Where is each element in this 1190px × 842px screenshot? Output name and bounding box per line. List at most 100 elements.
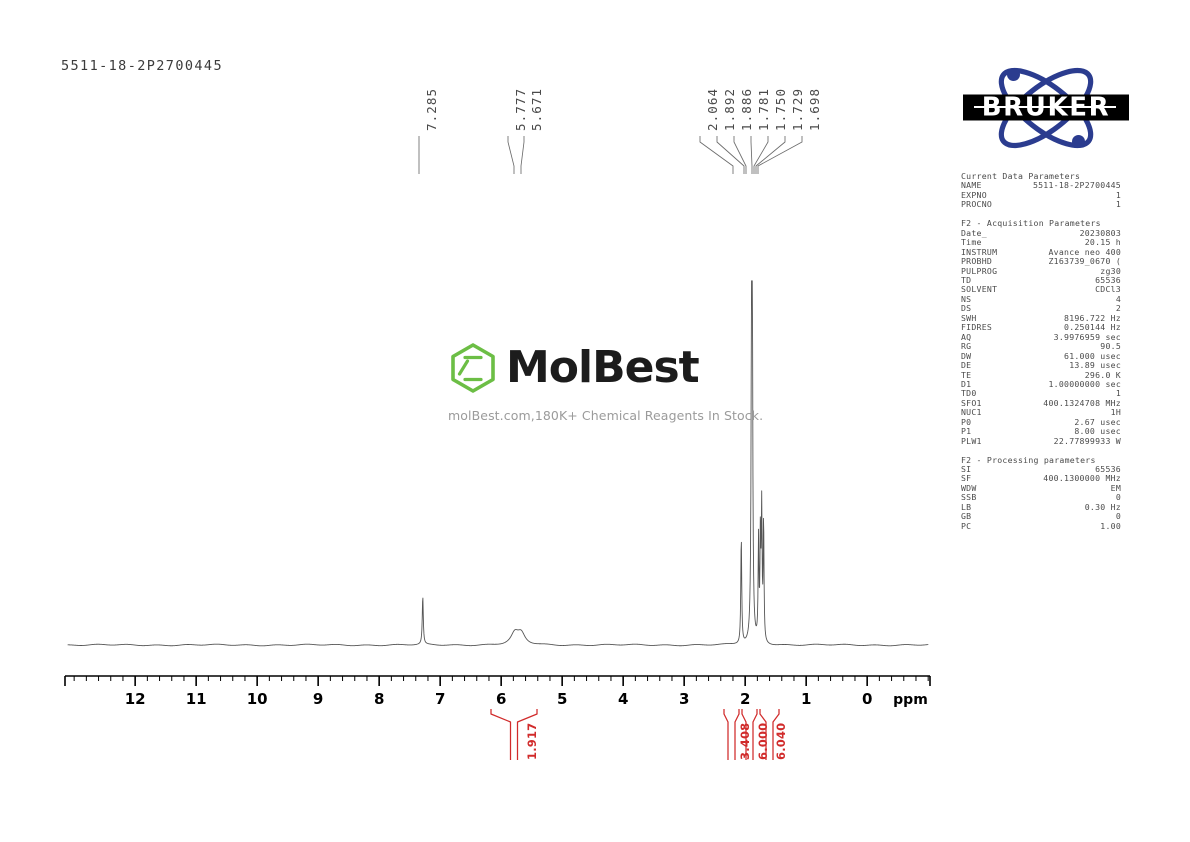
param-key: FIDRES (961, 322, 993, 333)
param-row-pulprog: PULPROG zg30 (961, 265, 1121, 276)
param-row-td0: TD0 1 (961, 388, 1121, 398)
param-key: PC (961, 520, 972, 531)
molbest-wordmark: MolBest (446, 341, 746, 395)
param-row-de: DE 13.89 usec (961, 360, 1121, 371)
param-value: zg30 (1100, 265, 1121, 276)
param-key: PLW1 (961, 435, 982, 446)
param-row-swh: SWH 8196.722 Hz (961, 312, 1121, 323)
param-value: 20.15 h (1084, 237, 1121, 248)
param-row-instrum: INSTRUM Avance neo 400 (961, 246, 1121, 257)
param-row-pc: PC 1.00 (961, 520, 1121, 531)
param-value: 1.00000000 sec (1048, 378, 1121, 389)
param-key: PROBHD (961, 256, 993, 267)
param-row-si: SI 65536 (961, 464, 1121, 475)
integral-label-6.040: 6.040 (773, 722, 788, 760)
param-value: 1 (1115, 189, 1121, 200)
param-value: 1 (1115, 199, 1121, 210)
axis-tick-label-1: 1 (800, 690, 812, 708)
axis-tick-label-0: 0 (861, 690, 873, 708)
param-key: WDW (961, 482, 977, 493)
param-value: 61.000 usec (1064, 350, 1121, 361)
param-row-date: Date_ 20230803 (961, 227, 1121, 238)
param-key: GB (961, 511, 972, 522)
param-row-sf: SF 400.1300000 MHz (961, 473, 1121, 484)
param-value: Z163739_0670 ( (1048, 256, 1121, 267)
bruker-orbit-dot-top (1007, 68, 1020, 81)
param-value: 20230803 (1079, 227, 1121, 238)
param-key: SFO1 (961, 397, 982, 408)
param-row-expno: EXPNO 1 (961, 189, 1121, 200)
param-value: 0 (1115, 511, 1121, 522)
param-row-name: NAME 5511-18-2P2700445 (961, 180, 1121, 191)
param-row-fidres: FIDRES 0.250144 Hz (961, 322, 1121, 333)
param-value: 2.67 usec (1074, 416, 1121, 427)
molbest-brand-text: MolBest (506, 342, 700, 393)
param-row-solvent: SOLVENT CDCl3 (961, 284, 1121, 295)
param-row-plw1: PLW1 22.77899933 W (961, 435, 1121, 446)
acquisition-parameters-block: Current Data Parameters NAME 5511-18-2P270… (961, 171, 1121, 531)
param-key: Time (961, 237, 982, 248)
param-row-te: TE 296.0 K (961, 370, 1121, 380)
param-value: 400.1300000 MHz (1043, 473, 1121, 484)
param-value: Avance neo 400 (1048, 246, 1121, 257)
param-key: NS (961, 293, 972, 304)
param-row-procno: PROCNO 1 (961, 199, 1121, 210)
param-key: Date_ (961, 227, 987, 238)
param-value: 4 (1115, 293, 1121, 304)
axis-tick-label-2: 2 (739, 690, 751, 708)
param-key: PULPROG (961, 265, 998, 276)
spectrum-title: 5511-18-2P2700445 (61, 58, 223, 74)
param-row-rg: RG 90.5 (961, 341, 1121, 352)
integral-label-3.408: 3.408 (737, 722, 752, 760)
param-section-title-current-data: Current Data Parameters (961, 171, 1081, 181)
param-value: 1H (1110, 407, 1121, 418)
param-value: 90.5 (1100, 341, 1121, 352)
axis-tick-label-10: 10 (246, 690, 268, 708)
param-value: 5511-18-2P2700445 (1032, 180, 1121, 191)
param-value: 13.89 usec (1069, 360, 1121, 371)
molbest-tagline: molBest.com,180K+ Chemical Reagents In S… (448, 408, 764, 423)
integral-label-1.917: 1.917 (524, 722, 539, 760)
param-row-wdw: WDW EM (961, 482, 1121, 493)
param-key: DW (961, 350, 972, 361)
param-key: SF (961, 473, 972, 484)
param-key: DE (961, 360, 972, 371)
param-key: SWH (961, 312, 977, 323)
param-section-title-processing: F2 - Processing parameters (961, 454, 1096, 465)
param-value: 2 (1115, 303, 1121, 314)
param-row-sfo1: SFO1 400.1324708 MHz (961, 397, 1121, 408)
param-key: LB (961, 501, 972, 512)
param-row-gb: GB 0 (961, 511, 1121, 522)
axis-tick-label-11: 11 (185, 690, 207, 708)
param-row-d1: D1 1.00000000 sec (961, 378, 1121, 389)
param-row-ns: NS 4 (961, 293, 1121, 304)
param-value: 3.9976959 sec (1053, 331, 1121, 342)
param-value: 22.77899933 W (1053, 435, 1121, 446)
param-key: D1 (961, 378, 972, 389)
integral-label-6.000: 6.000 (755, 722, 770, 760)
param-row-ssb: SSB 0 (961, 492, 1121, 502)
axis-tick-label-4: 4 (617, 690, 629, 708)
bruker-logo: BRUKER (963, 67, 1129, 149)
param-value: 65536 (1095, 274, 1121, 285)
param-key: TD (961, 274, 972, 285)
param-row-dw: DW 61.000 usec (961, 350, 1121, 361)
param-key: SOLVENT (961, 284, 998, 295)
param-key: P1 (961, 426, 972, 437)
param-key: P0 (961, 416, 972, 427)
param-key: DS (961, 303, 972, 314)
param-key: NUC1 (961, 407, 982, 418)
param-row-time: Time 20.15 h (961, 237, 1121, 248)
param-row-p1: P1 8.00 usec (961, 426, 1121, 437)
bruker-orbit-icon (998, 67, 1094, 149)
bruker-wordmark-knockout (974, 106, 1116, 108)
param-key: INSTRUM (961, 246, 998, 257)
axis-tick-label-3: 3 (678, 690, 690, 708)
param-row-nuc1: NUC1 1H (961, 407, 1121, 418)
param-value: CDCl3 (1095, 284, 1121, 295)
param-key: AQ (961, 331, 972, 342)
param-row-p0: P0 2.67 usec (961, 416, 1121, 427)
param-key: SI (961, 464, 972, 475)
